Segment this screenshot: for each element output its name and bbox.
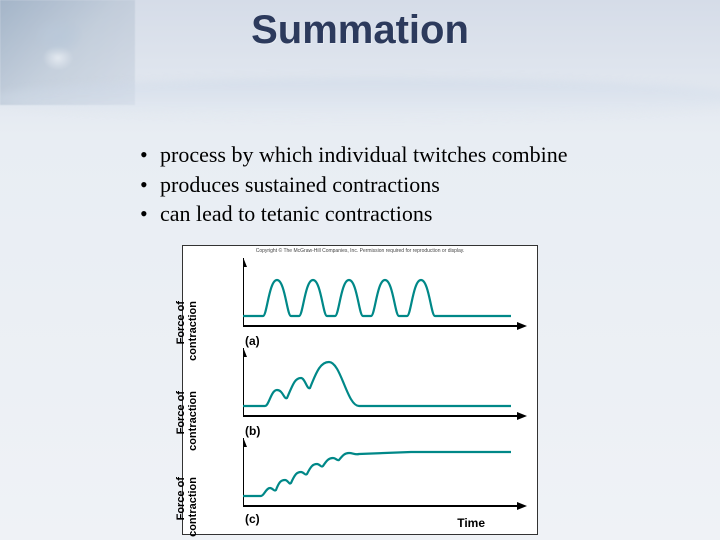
trace-b (243, 362, 511, 406)
y-axis-arrow (243, 438, 247, 447)
figure-copyright: Copyright © The McGraw-Hill Companies, I… (183, 248, 537, 254)
panel-c: Force ofcontraction (c) Time (183, 438, 537, 532)
panel-b: Force ofcontraction (b) (183, 348, 537, 434)
figure-container: Copyright © The McGraw-Hill Companies, I… (182, 245, 538, 535)
panel-a-label: (a) (245, 334, 260, 348)
chart-a (243, 258, 527, 338)
x-axis-label: Time (457, 516, 485, 530)
page-title: Summation (0, 8, 720, 53)
x-axis-arrow (517, 412, 527, 420)
panel-a: Force ofcontraction (a) (183, 258, 537, 344)
background-shape (0, 78, 720, 118)
list-item: can lead to tetanic contractions (140, 199, 680, 229)
trace-a (243, 280, 511, 316)
y-axis-arrow (243, 258, 247, 267)
list-item: produces sustained contractions (140, 170, 680, 200)
x-axis-arrow (517, 502, 527, 510)
chart-b (243, 348, 527, 428)
x-axis-arrow (517, 322, 527, 330)
list-item: process by which individual twitches com… (140, 140, 680, 170)
chart-c (243, 438, 527, 518)
panel-b-label: (b) (245, 424, 260, 438)
trace-c (243, 452, 511, 496)
bullet-list: process by which individual twitches com… (140, 140, 680, 229)
panel-c-label: (c) (245, 512, 260, 526)
y-axis-arrow (243, 348, 247, 357)
